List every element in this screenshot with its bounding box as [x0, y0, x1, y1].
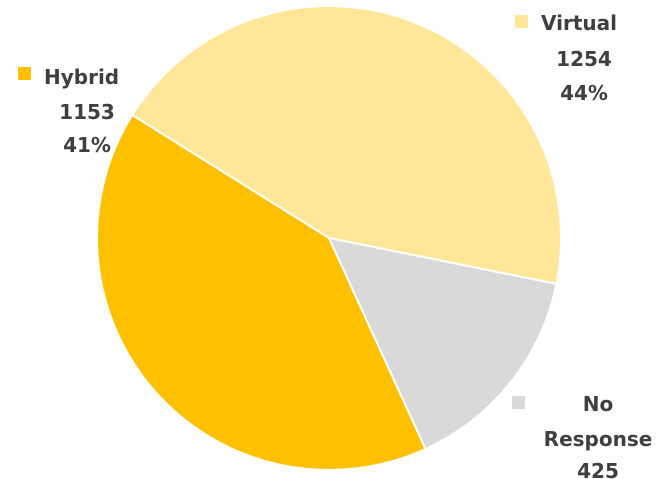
legend-key-no-response	[512, 396, 525, 409]
slice-label-no-response-line2: Response	[544, 427, 653, 451]
slice-label-virtual: Virtual	[541, 11, 617, 35]
slice-label-hybrid: Hybrid	[44, 65, 119, 89]
slice-value-hybrid: 1153	[59, 100, 115, 124]
pie-slice-no-response	[327, 236, 558, 451]
legend-key-virtual	[515, 15, 528, 28]
slice-value-virtual: 1254	[556, 47, 612, 71]
pie-slice-hybrid	[96, 113, 427, 471]
legend-key-hybrid	[18, 67, 31, 80]
slice-label-no-response-line1: No	[583, 392, 613, 416]
pie-slices	[96, 5, 562, 471]
slice-percent-hybrid: 41%	[63, 133, 111, 157]
slice-value-no-response: 425	[577, 459, 619, 479]
pie-labels: Virtual 1254 44% No Response 425 Hybrid 1153 41%	[18, 11, 652, 479]
slice-percent-virtual: 44%	[560, 81, 608, 105]
pie-slice-virtual	[130, 5, 562, 286]
